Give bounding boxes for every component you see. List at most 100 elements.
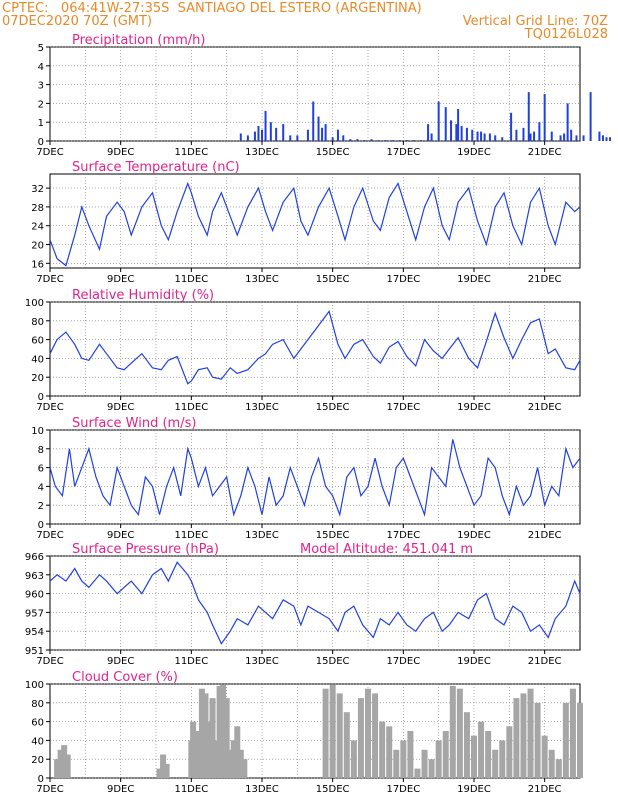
cloud-bar [206, 721, 212, 778]
series-line [49, 310, 581, 385]
precip-bar [510, 112, 513, 141]
x-tick-label: 19DEC [457, 530, 491, 541]
x-tick-label: 15DEC [316, 656, 350, 667]
panel-frame [49, 173, 581, 269]
y-tick-label: 20 [31, 373, 44, 384]
precip-bar [522, 127, 525, 141]
precip-bar [437, 101, 440, 141]
panel-4: 0 2 4 6 8 10 7DEC 9DEC 11DEC 13DEC 15DEC 17DEC 19DEC… [31, 416, 581, 541]
precip-bar [261, 129, 263, 141]
cloud-bar [336, 693, 343, 778]
x-tick-label: 13DEC [245, 274, 279, 285]
x-tick-label: 7DEC [36, 147, 63, 158]
x-tick-label: 7DEC [36, 402, 63, 413]
cloud-bar [506, 726, 513, 778]
precip-bar [488, 133, 491, 141]
precip-bar [582, 135, 585, 141]
x-tick-label: 9DEC [107, 784, 134, 795]
precip-bar [609, 137, 612, 141]
precip-bar [269, 122, 272, 141]
cloud-bar [322, 688, 329, 778]
cloud-bar [209, 698, 216, 778]
panel-frame [49, 555, 581, 651]
precip-bar [405, 140, 408, 141]
x-tick-label: 13DEC [245, 784, 279, 795]
precip-bar [324, 124, 327, 141]
y-tick-label: 951 [25, 646, 44, 657]
precip-bar [471, 129, 474, 141]
header-line1: CPTEC: 064:41W-27:35S SANTIAGO DEL ESTER… [2, 1, 422, 16]
cloud-bar [471, 735, 477, 778]
precip-bar [282, 124, 285, 141]
x-tick-label: 7DEC [36, 530, 63, 541]
cloud-bar [230, 740, 237, 778]
x-tick-label: 13DEC [245, 656, 279, 667]
x-tick-label: 7DEC [36, 656, 63, 667]
cloud-bar [562, 702, 569, 778]
precip-bar [239, 133, 242, 141]
precip-bar [264, 110, 267, 141]
y-tick-label: 28 [31, 203, 44, 214]
precip-bar [483, 133, 486, 141]
x-tick-label: 11DEC [174, 402, 208, 413]
cloud-bar [379, 721, 386, 778]
y-tick-label: 16 [31, 259, 44, 270]
x-tick-label: 15DEC [316, 530, 350, 541]
cloud-bar [485, 731, 492, 778]
x-tick-label: 9DEC [107, 656, 134, 667]
precip-bar [391, 140, 394, 141]
cloud-bar [220, 684, 227, 778]
precip-bar [529, 133, 532, 141]
precip-bar [275, 127, 278, 141]
y-tick-label: 4 [38, 482, 44, 493]
cloud-bar [227, 749, 234, 778]
y-tick-label: 3 [38, 81, 44, 92]
cloud-bar [213, 740, 220, 778]
y-tick-label: 2 [38, 99, 44, 110]
precip-bar [550, 131, 553, 141]
precip-bar [494, 135, 497, 141]
y-tick-label: 960 [25, 590, 44, 601]
y-tick-label: 954 [25, 627, 44, 638]
x-tick-label: 19DEC [457, 784, 491, 795]
series-line [49, 181, 581, 267]
x-tick-label: 21DEC [528, 784, 562, 795]
header-line2-right: Vertical Grid Line: 70Z [462, 14, 608, 29]
panel-title: Cloud Cover (%) [72, 670, 178, 685]
y-tick-label: 10 [31, 426, 44, 437]
header-line2-left: 07DEC2020 70Z (GMT) [2, 14, 153, 29]
cloud-bar [414, 768, 421, 778]
panel-frame [49, 46, 581, 142]
precip-bar [515, 129, 518, 141]
panel-title: Relative Humidity (%) [72, 288, 214, 303]
x-tick-label: 11DEC [174, 656, 208, 667]
y-tick-label: 80 [31, 317, 44, 328]
precip-bar [420, 140, 422, 141]
precip-bar [321, 127, 324, 141]
cloud-bar [372, 693, 379, 778]
x-tick-label: 15DEC [316, 784, 350, 795]
cloud-bar [195, 731, 202, 778]
precip-bar [336, 129, 339, 141]
cloud-bar [499, 740, 506, 778]
x-tick-label: 21DEC [528, 274, 562, 285]
cloud-bar [234, 726, 241, 778]
precip-bar [480, 131, 483, 141]
precip-bar [370, 139, 373, 141]
cloud-bar [534, 702, 541, 778]
precip-bar [312, 101, 315, 141]
cloud-bar [216, 685, 223, 778]
x-tick-label: 17DEC [386, 784, 420, 795]
precip-bar [412, 140, 415, 141]
cloud-bar [478, 721, 485, 778]
cloud-bar [163, 763, 170, 778]
y-tick-label: 80 [31, 699, 44, 710]
x-tick-label: 7DEC [36, 784, 63, 795]
precip-bar [450, 120, 453, 141]
x-tick-label: 17DEC [386, 274, 420, 285]
cloud-bar [513, 698, 520, 778]
x-tick-label: 17DEC [386, 147, 420, 158]
cloud-bar [393, 749, 400, 778]
x-tick-label: 15DEC [316, 402, 350, 413]
